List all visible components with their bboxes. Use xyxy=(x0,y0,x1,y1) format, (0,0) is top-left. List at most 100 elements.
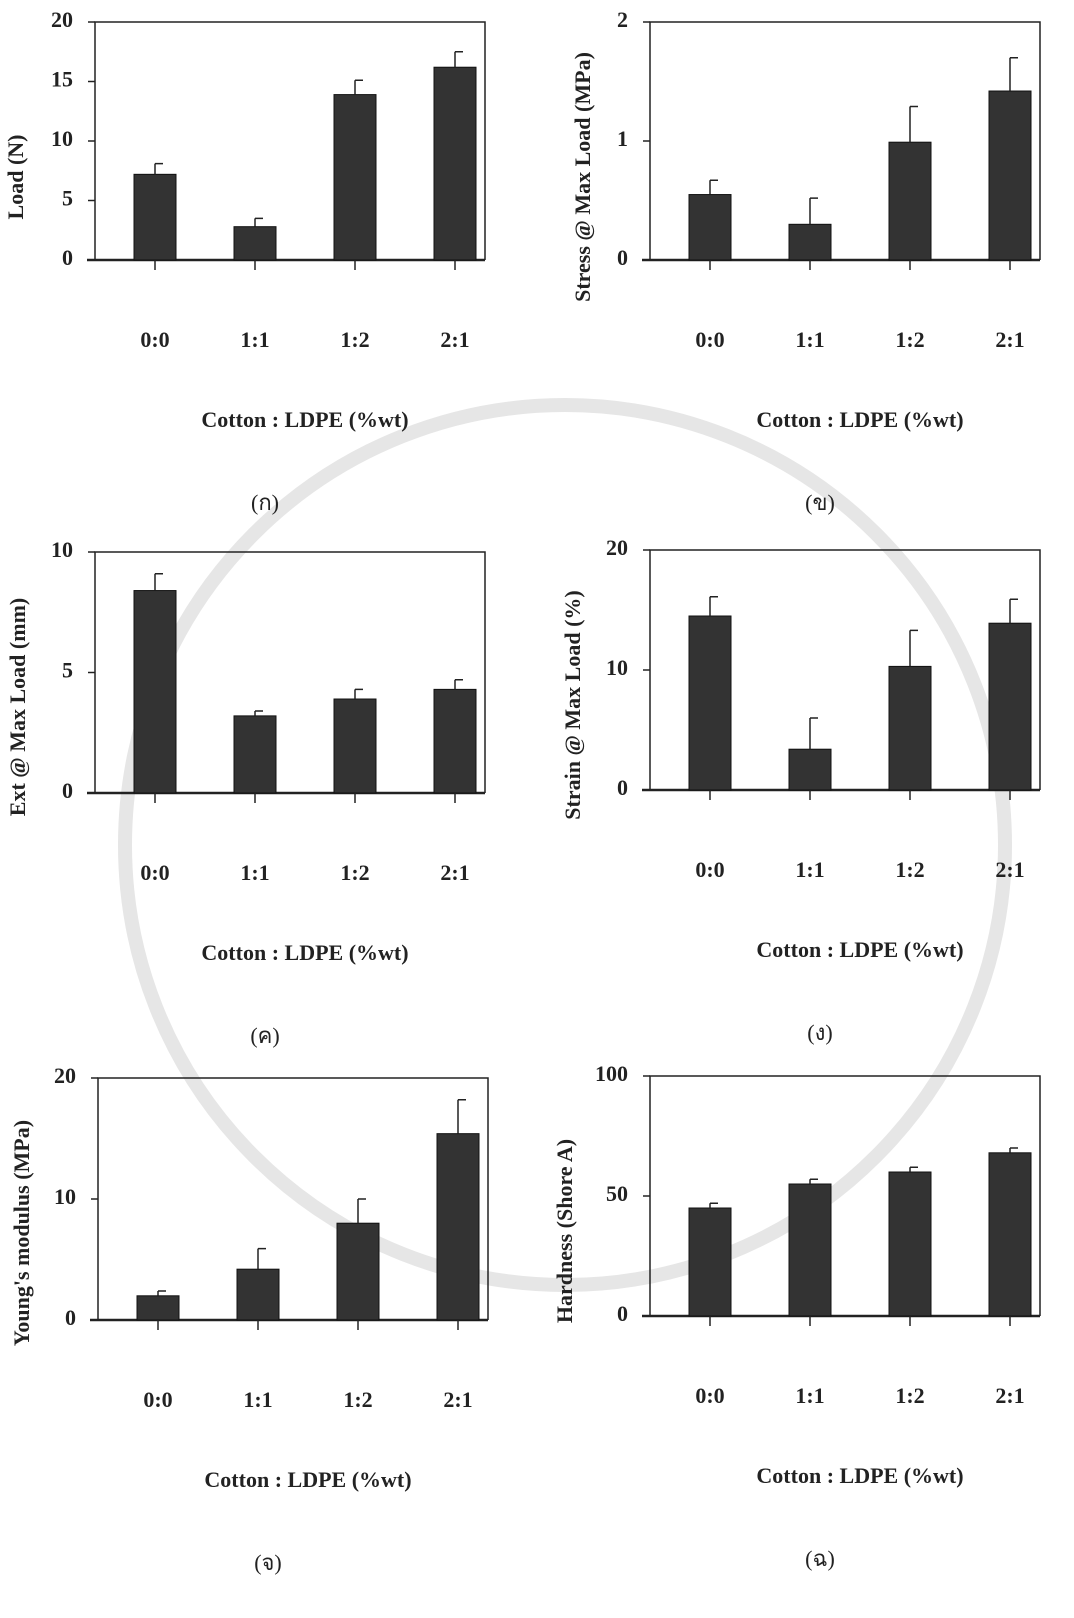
error-bar xyxy=(910,1167,918,1172)
error-bar xyxy=(810,718,818,749)
y-tick-label: 5 xyxy=(62,186,73,211)
caption: (ข) xyxy=(805,490,835,515)
y-tick-label: 20 xyxy=(51,7,73,32)
bar xyxy=(434,689,476,793)
x-tick-label: 2:1 xyxy=(440,860,469,885)
bar xyxy=(889,666,931,790)
x-tick-label: 1:1 xyxy=(795,857,824,882)
figure: 051015200:01:11:22:1Cotton : LDPE (%wt)(… xyxy=(0,0,1074,1618)
y-axis-title: Ext @ Max Load (mm) xyxy=(5,598,30,816)
caption: (ง) xyxy=(807,1020,832,1045)
caption: (ฉ) xyxy=(805,1546,835,1571)
x-tick-label: 1:1 xyxy=(240,860,269,885)
error-bar xyxy=(1010,1148,1018,1153)
x-tick-label: 2:1 xyxy=(440,327,469,352)
y-tick-label: 0 xyxy=(617,775,628,800)
y-tick-label: 10 xyxy=(54,1184,76,1209)
y-tick-label: 5 xyxy=(62,658,73,683)
bar xyxy=(689,1208,731,1316)
x-tick-label: 1:2 xyxy=(895,857,924,882)
y-tick-label: 0 xyxy=(65,1305,76,1330)
y-axis-title: Strain @ Max Load (%) xyxy=(560,590,585,819)
error-bar xyxy=(710,180,718,194)
y-tick-label: 1 xyxy=(617,126,628,151)
error-bar xyxy=(355,689,363,699)
error-bar xyxy=(710,1203,718,1208)
bar xyxy=(989,1153,1031,1316)
y-tick-label: 15 xyxy=(51,67,73,92)
y-tick-label: 10 xyxy=(51,126,73,151)
y-tick-label: 20 xyxy=(54,1063,76,1088)
error-bar xyxy=(255,711,263,716)
x-axis-title: Cotton : LDPE (%wt) xyxy=(204,1467,411,1492)
bar xyxy=(337,1223,379,1320)
bar xyxy=(434,67,476,260)
y-tick-label: 50 xyxy=(606,1181,628,1206)
bar xyxy=(689,616,731,790)
caption: (ค) xyxy=(250,1023,279,1048)
y-tick-label: 0 xyxy=(62,778,73,803)
error-bar xyxy=(458,1100,466,1134)
error-bar xyxy=(155,164,163,175)
y-axis-title: Young's modulus (MPa) xyxy=(9,1120,34,1346)
y-axis-title: Load (N) xyxy=(3,135,28,220)
y-tick-label: 100 xyxy=(595,1061,628,1086)
error-bar xyxy=(455,52,463,67)
y-tick-label: 0 xyxy=(62,245,73,270)
x-axis-title: Cotton : LDPE (%wt) xyxy=(756,937,963,962)
bar xyxy=(234,227,276,260)
error-bar xyxy=(158,1291,166,1296)
bar xyxy=(134,591,176,793)
x-tick-label: 2:1 xyxy=(995,857,1024,882)
bar xyxy=(437,1134,479,1320)
bar xyxy=(689,195,731,260)
y-tick-label: 20 xyxy=(606,535,628,560)
x-tick-label: 0:0 xyxy=(140,860,169,885)
bar xyxy=(237,1269,279,1320)
x-tick-label: 2:1 xyxy=(995,327,1024,352)
x-tick-label: 0:0 xyxy=(695,1383,724,1408)
x-tick-label: 1:1 xyxy=(243,1387,272,1412)
bar xyxy=(789,749,831,790)
x-tick-label: 1:2 xyxy=(895,1383,924,1408)
caption: (ก) xyxy=(251,490,279,515)
x-tick-label: 1:2 xyxy=(340,327,369,352)
error-bar xyxy=(1010,58,1018,91)
bar xyxy=(234,716,276,793)
bar xyxy=(789,1184,831,1316)
error-bar xyxy=(910,630,918,666)
error-bar xyxy=(710,597,718,616)
bar xyxy=(789,224,831,260)
x-axis-title: Cotton : LDPE (%wt) xyxy=(201,940,408,965)
y-tick-label: 2 xyxy=(617,7,628,32)
bar xyxy=(334,699,376,793)
bar xyxy=(137,1296,179,1320)
error-bar xyxy=(255,218,263,226)
y-tick-label: 0 xyxy=(617,245,628,270)
error-bar xyxy=(1010,599,1018,623)
x-tick-label: 0:0 xyxy=(695,327,724,352)
x-tick-label: 0:0 xyxy=(143,1387,172,1412)
bar xyxy=(134,174,176,260)
bar xyxy=(889,1172,931,1316)
x-axis-title: Cotton : LDPE (%wt) xyxy=(756,1463,963,1488)
x-tick-label: 1:2 xyxy=(343,1387,372,1412)
x-tick-label: 1:1 xyxy=(795,327,824,352)
error-bar xyxy=(355,80,363,94)
bar xyxy=(889,142,931,260)
x-tick-label: 2:1 xyxy=(443,1387,472,1412)
x-tick-label: 2:1 xyxy=(995,1383,1024,1408)
y-tick-label: 0 xyxy=(617,1301,628,1326)
error-bar xyxy=(810,198,818,224)
x-tick-label: 1:2 xyxy=(895,327,924,352)
error-bar xyxy=(810,1179,818,1184)
bar xyxy=(989,91,1031,260)
x-axis-title: Cotton : LDPE (%wt) xyxy=(201,407,408,432)
caption: (จ) xyxy=(254,1550,282,1575)
error-bar xyxy=(155,574,163,591)
error-bar xyxy=(910,106,918,142)
y-axis-title: Hardness (Shore A) xyxy=(552,1139,577,1323)
x-tick-label: 0:0 xyxy=(140,327,169,352)
x-tick-label: 1:2 xyxy=(340,860,369,885)
y-axis-title: Stress @ Max Load (MPa) xyxy=(570,52,595,302)
